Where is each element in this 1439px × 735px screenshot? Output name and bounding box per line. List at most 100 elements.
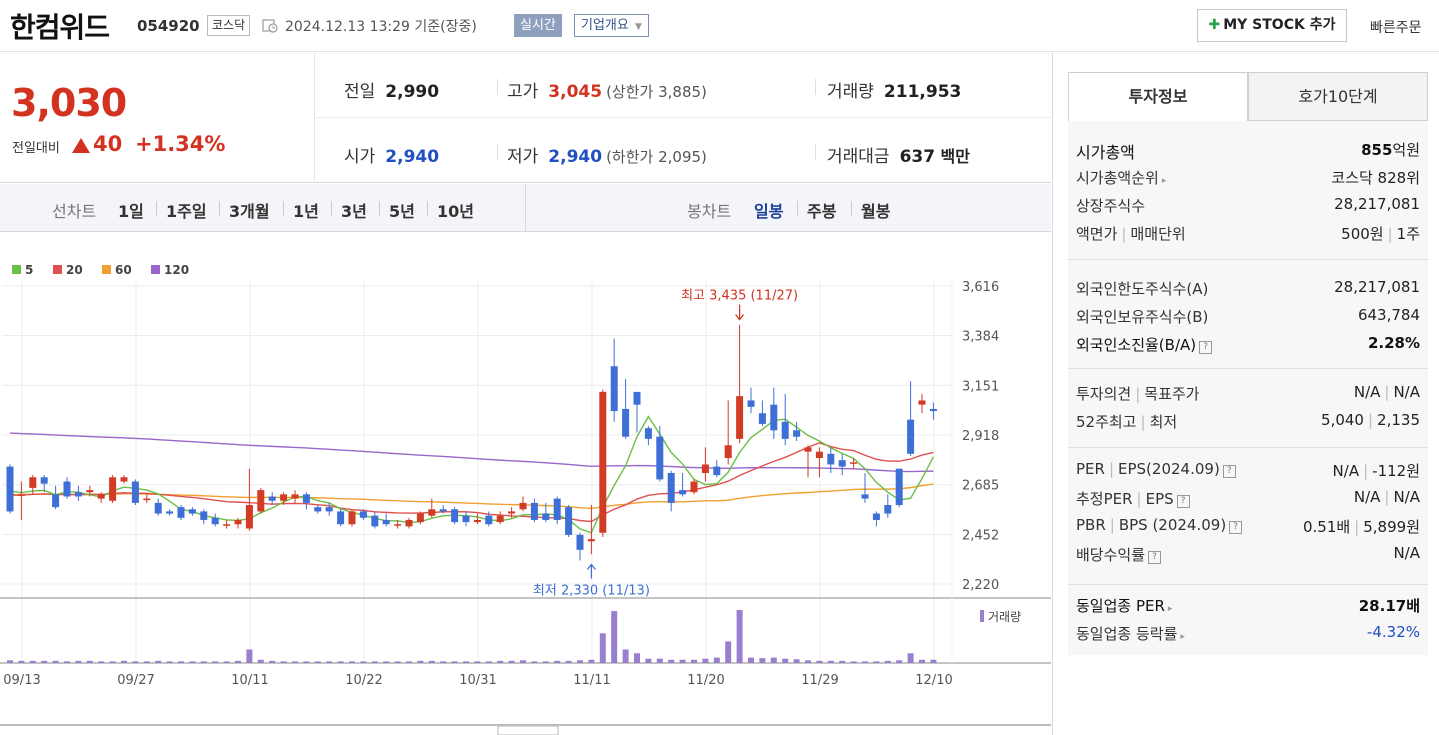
stock-header: 한컴위드 054920 코스닥 2024.12.13 13:29 기준(장중) … [0, 0, 1439, 52]
volume-bar [896, 660, 903, 663]
volume-bar [257, 659, 264, 663]
company-info-dropdown[interactable]: 기업개요 ▼ [574, 14, 649, 37]
chevron-down-icon: ▼ [634, 22, 642, 32]
volume-bar [246, 649, 253, 663]
volume-bar [839, 660, 846, 663]
ma-line-5 [9, 415, 935, 534]
add-mystock-button[interactable]: ✚ MY STOCK 추가 [1197, 9, 1347, 42]
volume-bar [360, 661, 367, 663]
line-chart-label: 선차트 [52, 202, 97, 221]
volume-bar [314, 661, 321, 663]
volume-bar [132, 661, 139, 663]
volume-bar [269, 660, 276, 663]
candle-body [337, 511, 345, 525]
y-tick-label: 3,616 [962, 280, 999, 295]
candle-body [40, 477, 48, 484]
volume-bar [75, 660, 82, 663]
ma-line-120 [9, 432, 934, 473]
legend-label: 20 [66, 263, 83, 277]
tab-1d[interactable]: 1일 [118, 202, 144, 221]
tab-investment-info[interactable]: 투자정보 [1068, 72, 1248, 121]
candle-body [895, 468, 903, 506]
candle-body [451, 509, 459, 523]
help-icon[interactable]: ? [1148, 551, 1162, 564]
chart-tabs: 선차트 1일 1주일 3개월 1년 3년 5년 10년 봉차트 일봉 주봉 월봉 [0, 184, 1051, 232]
x-tick-label: 11/29 [801, 673, 838, 688]
candle-body [656, 436, 664, 480]
help-icon[interactable]: ? [1222, 465, 1236, 478]
volume-bar [383, 661, 390, 663]
up-arrow-icon [586, 563, 596, 579]
help-icon[interactable]: ? [1176, 495, 1190, 508]
candle-body [793, 430, 801, 437]
volume-bar [463, 661, 469, 663]
volume-bar [451, 661, 458, 663]
info-row-rank[interactable]: 시가총액순위 ▸ 코스닥 828위 [1076, 169, 1420, 187]
volume-bar [770, 657, 777, 663]
info-row-pbr: PBR | BPS (2024.09)? 0.51배 | 5,899원 [1076, 516, 1420, 536]
legend-label: 60 [115, 263, 132, 277]
quick-order-button[interactable]: 빠른주문 [1370, 17, 1422, 37]
candle-body [280, 494, 288, 501]
candle-body [97, 494, 105, 499]
candle-body [359, 511, 367, 518]
volume-bar [52, 660, 59, 663]
y-tick-label: 2,220 [962, 578, 999, 593]
tab-1y[interactable]: 1년 [293, 202, 319, 221]
candle-body [530, 502, 538, 520]
candle-body [268, 496, 276, 501]
volume-bar [508, 660, 515, 663]
volume-bar [736, 610, 743, 663]
candle-body [542, 513, 550, 520]
stock-chart: 3,616 3,384 3,151 2,918 2,685 2,452 2,220 5 20 60… [0, 233, 1051, 735]
volume-bar [497, 660, 504, 663]
tab-orderbook[interactable]: 호가10단계 [1248, 72, 1428, 121]
help-icon[interactable]: ? [1199, 341, 1213, 354]
scroll-handle [497, 725, 559, 735]
candle-body [325, 507, 333, 512]
tab-1w[interactable]: 1주일 [166, 202, 207, 221]
candle-body [884, 505, 892, 514]
tab-5y[interactable]: 5년 [389, 202, 415, 221]
tab-10y[interactable]: 10년 [437, 202, 474, 221]
volume-bar [702, 658, 709, 663]
candle-body [166, 511, 174, 514]
price-summary: 3,030 전일대비 40 +1.34% 전일 2,990 고가 3,045 (상한가… [0, 53, 1051, 183]
volume-bar [121, 660, 127, 663]
candle-body [815, 451, 823, 459]
candle-body [234, 519, 242, 525]
tab-daily[interactable]: 일봉 [754, 202, 784, 221]
tab-weekly[interactable]: 주봉 [807, 202, 837, 221]
legend-swatch [53, 265, 62, 274]
realtime-button[interactable]: 실시간 [514, 14, 562, 37]
volume-bar [428, 660, 435, 663]
candle-body [177, 507, 185, 518]
volume-bar [713, 657, 720, 663]
candle-body [496, 515, 504, 523]
y-tick-label: 2,452 [962, 528, 999, 543]
tab-3m[interactable]: 3개월 [229, 202, 270, 221]
candle-body [713, 466, 721, 476]
candle-body [679, 490, 687, 495]
info-row-sector-per[interactable]: 동일업종 PER ▸ 28.17배 [1076, 597, 1420, 615]
volume-legend-swatch [980, 610, 984, 622]
change-label: 전일대비 [12, 141, 60, 156]
line-chart-tabs: 선차트 1일 1주일 3개월 1년 3년 5년 10년 [0, 184, 526, 232]
volume-bar [907, 653, 914, 663]
info-row-sector-change[interactable]: 동일업종 등락률 ▸ -4.32% [1076, 623, 1420, 643]
ma-line-60 [10, 483, 934, 510]
plus-icon: ✚ [1208, 17, 1221, 33]
candle-body [6, 466, 14, 512]
help-icon[interactable]: ? [1229, 521, 1243, 534]
tab-monthly[interactable]: 월봉 [861, 202, 891, 221]
candle-body [257, 490, 265, 512]
tab-3y[interactable]: 3년 [341, 202, 367, 221]
volume-bar [668, 659, 675, 663]
volume-bar [178, 661, 184, 663]
candle-body [861, 494, 869, 499]
candle-body [736, 396, 744, 439]
candle-body [918, 400, 926, 405]
volume-bar [748, 657, 754, 663]
volume-bar [303, 661, 310, 663]
volume-bar [930, 659, 937, 663]
